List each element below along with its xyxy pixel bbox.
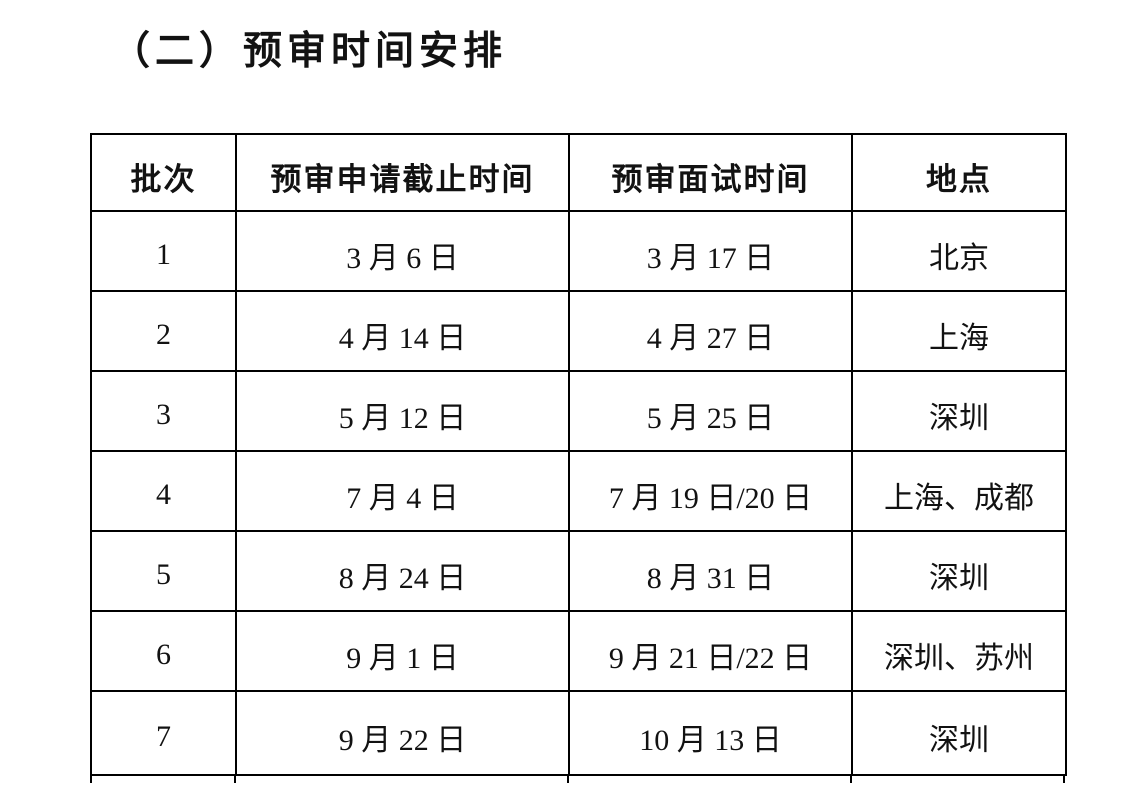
table-row: 6 9 月 1 日 9 月 21 日/22 日 深圳、苏州 bbox=[90, 610, 1067, 692]
cutoff-border-stub bbox=[1063, 776, 1065, 783]
table-row: 5 8 月 24 日 8 月 31 日 深圳 bbox=[90, 530, 1067, 612]
table-row: 2 4 月 14 日 4 月 27 日 上海 bbox=[90, 290, 1067, 372]
cell-interview: 10 月 13 日 bbox=[568, 690, 853, 776]
table-row: 4 7 月 4 日 7 月 19 日/20 日 上海、成都 bbox=[90, 450, 1067, 532]
cell-batch: 4 bbox=[90, 450, 237, 532]
header-cell-batch: 批次 bbox=[90, 133, 237, 212]
table-header-row: 批次 预审申请截止时间 预审面试时间 地点 bbox=[90, 133, 1067, 212]
cell-location: 深圳 bbox=[851, 530, 1067, 612]
cell-deadline: 9 月 22 日 bbox=[235, 690, 570, 776]
cell-deadline: 9 月 1 日 bbox=[235, 610, 570, 692]
cell-interview: 3 月 17 日 bbox=[568, 210, 853, 292]
header-cell-deadline: 预审申请截止时间 bbox=[235, 133, 570, 212]
cutoff-border-stub bbox=[234, 776, 236, 783]
cutoff-border-stub bbox=[90, 776, 92, 783]
cell-location: 深圳 bbox=[851, 370, 1067, 452]
cell-batch: 5 bbox=[90, 530, 237, 612]
cell-interview: 4 月 27 日 bbox=[568, 290, 853, 372]
cell-location: 上海、成都 bbox=[851, 450, 1067, 532]
cell-batch: 7 bbox=[90, 690, 237, 776]
cell-batch: 2 bbox=[90, 290, 237, 372]
cell-batch: 3 bbox=[90, 370, 237, 452]
table-row: 7 9 月 22 日 10 月 13 日 深圳 bbox=[90, 690, 1067, 776]
cell-deadline: 4 月 14 日 bbox=[235, 290, 570, 372]
cell-batch: 1 bbox=[90, 210, 237, 292]
cell-deadline: 3 月 6 日 bbox=[235, 210, 570, 292]
cell-location: 深圳 bbox=[851, 690, 1067, 776]
cell-interview: 8 月 31 日 bbox=[568, 530, 853, 612]
cell-deadline: 8 月 24 日 bbox=[235, 530, 570, 612]
pre-review-schedule-table: 批次 预审申请截止时间 预审面试时间 地点 1 3 月 6 日 3 月 17 日… bbox=[90, 133, 1067, 776]
cell-interview: 9 月 21 日/22 日 bbox=[568, 610, 853, 692]
header-cell-location: 地点 bbox=[851, 133, 1067, 212]
section-heading: （二）预审时间安排 bbox=[111, 30, 508, 73]
cell-deadline: 5 月 12 日 bbox=[235, 370, 570, 452]
table-row: 3 5 月 12 日 5 月 25 日 深圳 bbox=[90, 370, 1067, 452]
cutoff-border-stub bbox=[850, 776, 852, 783]
cell-interview: 5 月 25 日 bbox=[568, 370, 853, 452]
cell-interview: 7 月 19 日/20 日 bbox=[568, 450, 853, 532]
table-row: 1 3 月 6 日 3 月 17 日 北京 bbox=[90, 210, 1067, 292]
cell-location: 上海 bbox=[851, 290, 1067, 372]
cell-location: 北京 bbox=[851, 210, 1067, 292]
header-cell-interview: 预审面试时间 bbox=[568, 133, 853, 212]
schedule-table: 批次 预审申请截止时间 预审面试时间 地点 1 3 月 6 日 3 月 17 日… bbox=[90, 133, 1067, 783]
cutoff-border-stub bbox=[567, 776, 569, 783]
cell-batch: 6 bbox=[90, 610, 237, 692]
cell-location: 深圳、苏州 bbox=[851, 610, 1067, 692]
cell-deadline: 7 月 4 日 bbox=[235, 450, 570, 532]
